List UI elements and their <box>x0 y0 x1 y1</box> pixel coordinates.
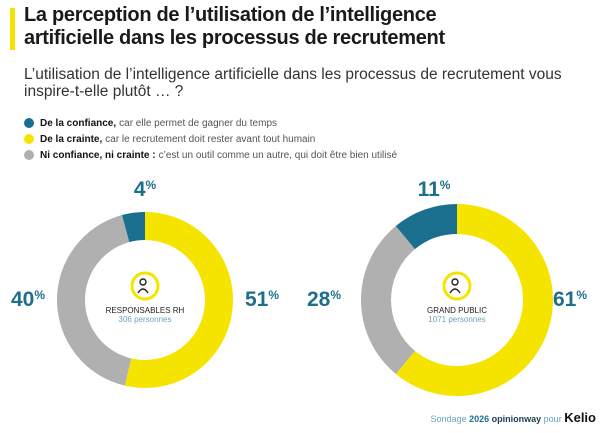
segment-sample-size: 306 personnes <box>119 315 172 324</box>
legend-text: c’est un outil comme un autre, qui doit … <box>158 149 398 161</box>
legend-dot-icon <box>24 134 34 144</box>
kelio-logo: Kelio <box>564 410 596 425</box>
donut-segment-ni-ni <box>361 226 415 374</box>
survey-question: L’utilisation de l’intelligence artifici… <box>24 66 562 100</box>
percent-label: 4% <box>134 178 157 201</box>
footer-year: 2026 <box>469 414 490 424</box>
donut-segment-ni-ni <box>56 215 132 386</box>
segment-title: RESPONSABLES RH <box>106 306 185 315</box>
footer-credit: Sondage 2026 opinionway pour Kelio <box>431 410 596 425</box>
legend-text: car le recrutement doit rester avant tou… <box>105 133 316 145</box>
legend-item: De la confiance, car elle permet de gagne… <box>24 115 397 131</box>
segment-sample-size: 1071 personnes <box>428 315 485 324</box>
percent-label: 11% <box>418 178 451 201</box>
footer-pour: pour <box>543 414 562 424</box>
group-people-icon <box>442 271 472 301</box>
legend-bold: De la confiance, <box>40 117 117 129</box>
percent-label: 28% <box>307 288 341 311</box>
page-title: La perception de l’utilisation de l’inte… <box>24 4 445 50</box>
title-line-2: artificielle dans les processus de recru… <box>24 27 445 49</box>
legend-bold: De la crainte, <box>40 133 103 145</box>
donut-segment-confiance <box>121 212 145 243</box>
donut-segment-crainte <box>124 212 233 388</box>
legend-dot-icon <box>24 118 34 128</box>
percent-label: 61% <box>553 288 587 311</box>
legend-text: car elle permet de gagner du temps <box>119 117 278 129</box>
footer-prefix: Sondage <box>430 414 467 424</box>
legend-dot-icon <box>24 150 34 160</box>
donut-segment-confiance <box>395 204 457 250</box>
opinionway-logo: opinionway <box>491 414 542 424</box>
hr-person-icon <box>130 271 160 301</box>
title-accent-bar <box>10 8 15 50</box>
donut-segment-crainte <box>395 204 553 396</box>
percent-label: 40% <box>11 288 45 311</box>
legend-bold: Ni confiance, ni crainte : <box>40 149 156 161</box>
segment-title: GRAND PUBLIC <box>427 306 487 315</box>
legend-item: De la crainte, car le recrutement doit re… <box>24 131 397 147</box>
legend: De la confiance, car elle permet de gagne… <box>24 115 397 163</box>
legend-item: Ni confiance, ni crainte : c’est un outil… <box>24 147 397 163</box>
title-line-1: La perception de l’utilisation de l’inte… <box>24 4 437 26</box>
percent-label: 51% <box>245 288 279 311</box>
